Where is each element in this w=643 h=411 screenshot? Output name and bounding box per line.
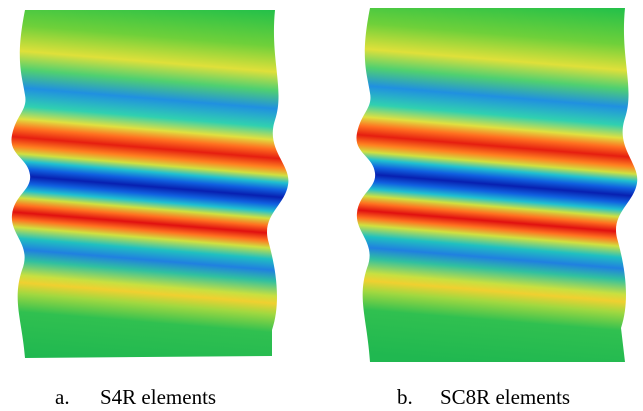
contour-plot-b [356, 8, 638, 362]
panel-caption: S4R elements [100, 385, 216, 409]
contour-plot-a [11, 10, 289, 358]
panel-caption: SC8R elements [440, 385, 570, 409]
panel-label: b. [397, 385, 413, 409]
panel-label: a. [55, 385, 70, 409]
